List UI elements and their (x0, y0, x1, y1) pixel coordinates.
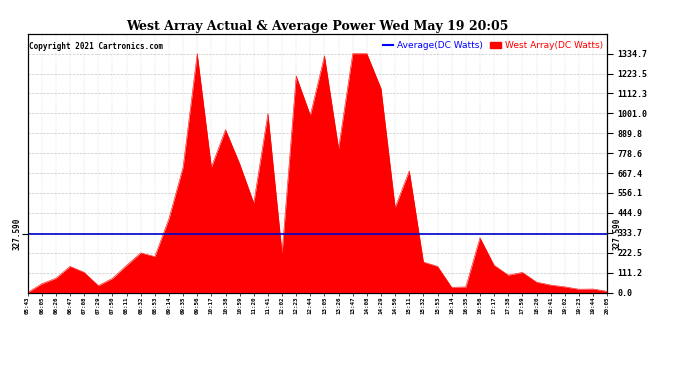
Legend: Average(DC Watts), West Array(DC Watts): Average(DC Watts), West Array(DC Watts) (382, 41, 602, 50)
Text: 327.590: 327.590 (613, 218, 622, 250)
Text: Copyright 2021 Cartronics.com: Copyright 2021 Cartronics.com (29, 42, 163, 51)
Title: West Array Actual & Average Power Wed May 19 20:05: West Array Actual & Average Power Wed Ma… (126, 20, 509, 33)
Text: 327.590: 327.590 (13, 218, 22, 250)
